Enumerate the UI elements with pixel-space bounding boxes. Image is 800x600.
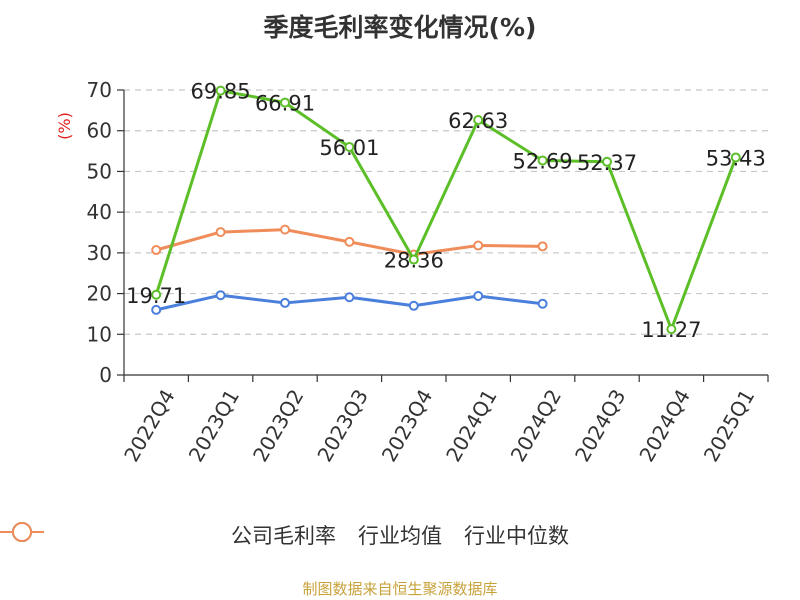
data-point xyxy=(537,155,548,166)
data-point xyxy=(344,141,355,152)
legend: 公司毛利率 行业均值 行业中位数 xyxy=(0,520,800,550)
data-label: 28.36 xyxy=(384,249,444,273)
legend-item-industry-median[interactable]: 行业中位数 xyxy=(0,520,569,550)
data-point xyxy=(151,289,162,300)
y-tick-label: 60 xyxy=(87,119,112,143)
x-tick-label: 2022Q4 xyxy=(119,385,179,466)
data-label: 11.27 xyxy=(641,318,701,342)
y-tick-label: 30 xyxy=(87,241,112,265)
data-point xyxy=(215,227,226,238)
data-point xyxy=(280,97,290,108)
x-tick-label: 2023Q3 xyxy=(312,385,372,466)
data-point xyxy=(408,254,419,265)
data-point xyxy=(666,324,677,335)
data-label: 52.69 xyxy=(513,149,573,173)
data-label: 66.91 xyxy=(255,92,315,116)
x-tick-label: 2025Q1 xyxy=(699,385,759,466)
data-point xyxy=(151,304,162,315)
data-point xyxy=(537,298,548,309)
data-label: 69.85 xyxy=(191,80,251,104)
data-point xyxy=(473,115,484,126)
y-axis-label: (%) xyxy=(55,112,74,140)
y-tick-label: 20 xyxy=(87,282,112,306)
x-tick-label: 2024Q2 xyxy=(506,385,566,466)
data-label: 53.43 xyxy=(706,146,766,170)
data-label: 19.71 xyxy=(126,284,186,308)
data-point xyxy=(215,85,226,96)
y-tick-label: 50 xyxy=(87,159,112,183)
data-point xyxy=(280,297,290,308)
legend-label-company: 公司毛利率 xyxy=(231,524,336,548)
data-point xyxy=(151,245,162,256)
data-point xyxy=(473,291,484,302)
chart-title: 季度毛利率变化情况(%) xyxy=(263,13,537,42)
y-tick-label: 70 xyxy=(87,78,112,102)
x-tick-label: 2023Q1 xyxy=(184,385,244,466)
x-tick-label: 2024Q3 xyxy=(570,385,630,466)
data-label: 62.63 xyxy=(448,109,508,133)
source-note: 制图数据来自恒生聚源数据库 xyxy=(302,580,498,598)
y-tick-label: 40 xyxy=(87,200,112,224)
x-tick-label: 2024Q4 xyxy=(634,385,694,466)
data-point xyxy=(730,152,741,163)
legend-swatch-industry-median xyxy=(0,522,44,542)
legend-item-company[interactable]: 公司毛利率 xyxy=(0,520,336,550)
data-point xyxy=(344,292,355,303)
legend-label-industry-mean: 行业均值 xyxy=(358,524,442,548)
data-label: 56.01 xyxy=(319,136,379,160)
legend-item-industry-mean[interactable]: 行业均值 xyxy=(0,520,442,550)
legend-label-industry-median: 行业中位数 xyxy=(464,524,569,548)
series-line xyxy=(154,89,738,331)
x-tick-label: 2024Q1 xyxy=(441,385,501,466)
data-label: 52.37 xyxy=(577,151,637,175)
data-point xyxy=(473,240,484,251)
y-tick-label: 10 xyxy=(87,322,112,346)
y-tick-label: 0 xyxy=(99,363,112,387)
x-tick-label: 2023Q4 xyxy=(377,385,437,466)
data-point xyxy=(280,224,290,235)
data-point xyxy=(537,241,548,252)
data-point xyxy=(215,290,226,301)
data-point xyxy=(602,156,612,167)
data-point xyxy=(408,300,419,311)
data-point xyxy=(344,236,355,247)
x-tick-label: 2023Q2 xyxy=(248,385,308,466)
